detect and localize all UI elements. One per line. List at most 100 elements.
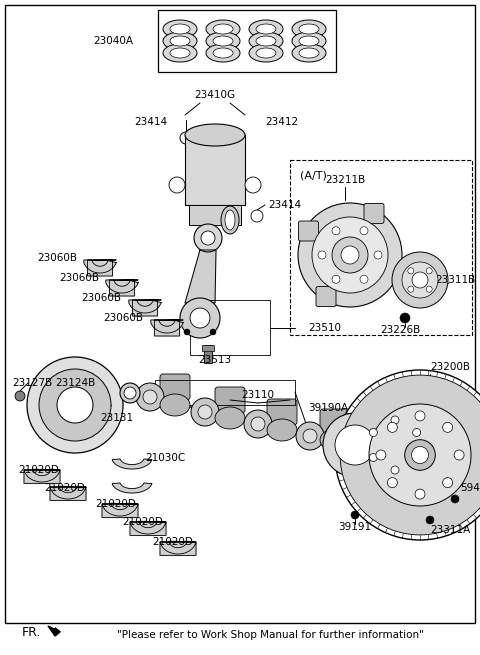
Circle shape (332, 237, 368, 273)
Circle shape (426, 516, 434, 524)
Text: 23060B: 23060B (37, 253, 77, 263)
Bar (190, 300, 270, 355)
Ellipse shape (249, 44, 283, 62)
Text: 23410G: 23410G (194, 90, 236, 100)
Circle shape (244, 410, 272, 438)
Ellipse shape (206, 20, 240, 38)
Text: 23124B: 23124B (55, 378, 95, 388)
Bar (155, 380, 295, 405)
Bar (185, 135, 245, 205)
Bar (202, 345, 214, 351)
Text: 23311B: 23311B (435, 275, 475, 285)
Circle shape (296, 422, 324, 450)
Polygon shape (185, 250, 216, 303)
Ellipse shape (160, 394, 190, 416)
Ellipse shape (213, 48, 233, 58)
Circle shape (180, 132, 192, 144)
Text: 39190A: 39190A (308, 403, 348, 413)
Polygon shape (84, 260, 116, 276)
Circle shape (143, 390, 157, 404)
Ellipse shape (213, 36, 233, 46)
Ellipse shape (292, 44, 326, 62)
Circle shape (198, 405, 212, 419)
Circle shape (415, 411, 425, 421)
Ellipse shape (215, 407, 245, 429)
Text: 23311A: 23311A (430, 525, 470, 535)
Text: 23060B: 23060B (103, 313, 143, 323)
Circle shape (348, 436, 362, 450)
Circle shape (426, 286, 432, 292)
Circle shape (332, 227, 340, 234)
FancyBboxPatch shape (364, 204, 384, 223)
Ellipse shape (221, 206, 239, 234)
Ellipse shape (292, 32, 326, 50)
Ellipse shape (299, 24, 319, 34)
Circle shape (180, 298, 220, 338)
Circle shape (376, 450, 386, 460)
Text: (A/T): (A/T) (300, 170, 327, 180)
FancyBboxPatch shape (160, 374, 190, 400)
Text: 23412: 23412 (265, 117, 298, 127)
Circle shape (400, 313, 410, 323)
Circle shape (318, 251, 326, 259)
Circle shape (387, 477, 397, 488)
FancyBboxPatch shape (316, 287, 336, 307)
Circle shape (57, 387, 93, 423)
Circle shape (402, 262, 438, 298)
Text: 23414: 23414 (268, 200, 301, 210)
FancyBboxPatch shape (299, 221, 318, 241)
Ellipse shape (185, 124, 245, 146)
Polygon shape (106, 280, 138, 296)
Ellipse shape (299, 36, 319, 46)
Ellipse shape (320, 429, 350, 451)
Text: 21030C: 21030C (145, 453, 185, 463)
Text: 23513: 23513 (198, 355, 231, 365)
Circle shape (136, 383, 164, 411)
Circle shape (426, 268, 432, 274)
Circle shape (27, 357, 123, 453)
Circle shape (392, 252, 448, 308)
Ellipse shape (213, 24, 233, 34)
Circle shape (332, 275, 340, 283)
Polygon shape (24, 469, 60, 483)
Ellipse shape (256, 36, 276, 46)
Polygon shape (129, 300, 161, 316)
Circle shape (124, 387, 136, 399)
Circle shape (39, 369, 111, 441)
Circle shape (360, 275, 368, 283)
Text: 23040A: 23040A (93, 36, 133, 46)
Circle shape (190, 308, 210, 328)
Circle shape (412, 272, 428, 288)
Circle shape (391, 416, 399, 424)
Circle shape (369, 428, 377, 436)
Circle shape (298, 203, 402, 307)
Text: 21020D: 21020D (95, 499, 136, 509)
Circle shape (369, 404, 471, 506)
Circle shape (210, 329, 216, 335)
Circle shape (191, 398, 219, 426)
Circle shape (408, 268, 414, 274)
Bar (189, 205, 241, 225)
Circle shape (443, 422, 453, 432)
Ellipse shape (256, 48, 276, 58)
Circle shape (194, 224, 222, 252)
Circle shape (341, 246, 359, 264)
FancyBboxPatch shape (215, 387, 245, 413)
Ellipse shape (249, 20, 283, 38)
Circle shape (415, 489, 425, 499)
Text: 23226B: 23226B (380, 325, 420, 335)
Ellipse shape (163, 20, 197, 38)
Text: 23211B: 23211B (325, 175, 365, 185)
FancyBboxPatch shape (267, 399, 297, 425)
Polygon shape (102, 503, 138, 517)
Circle shape (413, 453, 420, 462)
Circle shape (303, 429, 317, 443)
Text: 59418: 59418 (460, 483, 480, 493)
Circle shape (391, 466, 399, 474)
Bar (290, 160, 472, 335)
Polygon shape (48, 626, 60, 636)
Circle shape (120, 383, 140, 403)
Ellipse shape (170, 48, 190, 58)
Circle shape (251, 210, 263, 222)
Polygon shape (130, 521, 166, 535)
